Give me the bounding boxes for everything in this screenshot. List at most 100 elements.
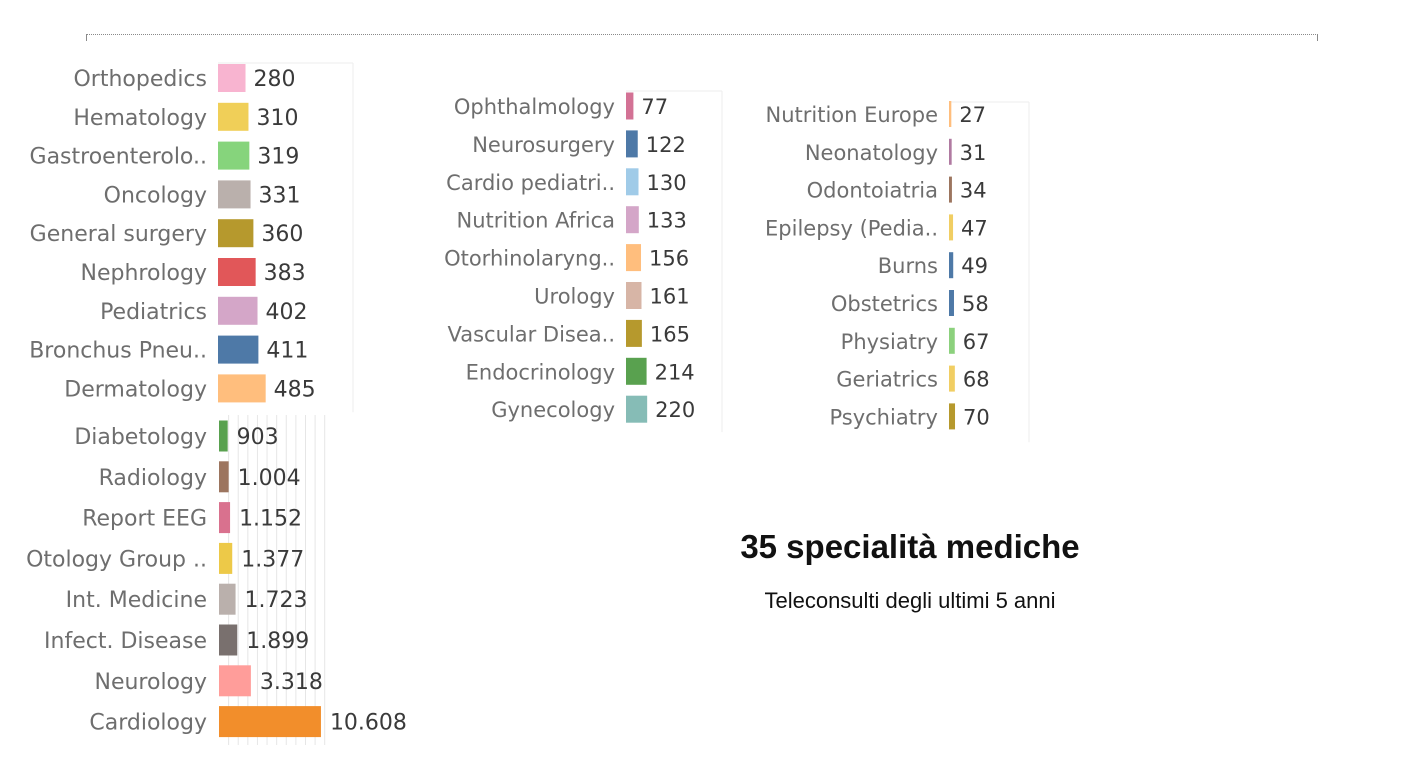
- bar: [626, 282, 642, 309]
- chart-subtitle: Teleconsulti degli ultimi 5 anni: [764, 588, 1056, 613]
- category-label: Oncology: [104, 183, 207, 208]
- value-label: 31: [960, 141, 987, 165]
- bar: [219, 624, 238, 656]
- value-label: 68: [963, 368, 990, 392]
- value-label: 130: [647, 171, 687, 195]
- value-label: 1.899: [246, 629, 309, 654]
- value-label: 1.152: [239, 507, 302, 532]
- bar: [626, 92, 634, 120]
- bar: [949, 101, 952, 127]
- category-label: Endocrinology: [466, 360, 615, 384]
- bar: [218, 141, 250, 170]
- value-label: 1.377: [241, 547, 304, 572]
- value-label: 319: [257, 145, 299, 170]
- category-label: Infect. Disease: [44, 629, 207, 654]
- bar: [218, 219, 254, 248]
- bar: [949, 176, 952, 203]
- value-label: 310: [256, 106, 298, 131]
- bar: [626, 319, 642, 347]
- bar: [218, 180, 251, 209]
- value-label: 156: [649, 247, 689, 271]
- bar: [949, 290, 954, 316]
- value-label: 67: [963, 330, 990, 354]
- value-label: 383: [264, 261, 306, 286]
- bar: [219, 461, 229, 493]
- bar: [626, 395, 648, 423]
- bar: [218, 258, 256, 286]
- value-label: 133: [647, 209, 687, 233]
- value-label: 1.723: [245, 588, 308, 613]
- category-label: Report EEG: [82, 507, 207, 532]
- bar: [218, 64, 246, 92]
- category-label: Physiatry: [841, 330, 938, 354]
- category-label: Gynecology: [491, 398, 615, 422]
- bar: [219, 706, 321, 738]
- category-label: Bronchus Pneu..: [29, 339, 207, 364]
- category-label: General surgery: [30, 222, 207, 247]
- value-label: 214: [655, 360, 695, 384]
- value-label: 165: [650, 322, 690, 346]
- category-label: Neurosurgery: [472, 133, 615, 157]
- category-label: Int. Medicine: [66, 588, 207, 613]
- category-label: Cardio pediatri..: [446, 171, 615, 195]
- category-label: Psychiatry: [829, 405, 938, 429]
- value-label: 34: [960, 179, 987, 203]
- bar: [949, 252, 954, 279]
- category-label: Nephrology: [81, 261, 207, 286]
- category-label: Pediatrics: [100, 300, 207, 325]
- category-label: Gastroenterolo..: [30, 145, 207, 170]
- value-label: 77: [641, 95, 668, 119]
- category-label: Cardiology: [89, 711, 207, 736]
- category-label: Ophthalmology: [454, 95, 615, 119]
- top-dotted-border: [86, 34, 1318, 41]
- category-label: Urology: [534, 285, 615, 309]
- value-label: 122: [646, 133, 686, 157]
- category-label: Burns: [878, 254, 938, 278]
- bar: [219, 502, 231, 534]
- category-label: Hematology: [73, 106, 207, 131]
- value-label: 58: [962, 292, 989, 316]
- category-label: Otorhinolaryng..: [444, 247, 615, 271]
- value-label: 49: [961, 254, 988, 278]
- bar: [218, 335, 259, 364]
- bar: [949, 214, 954, 241]
- category-label: Neurology: [94, 670, 207, 695]
- chart-title: 35 specialità mediche: [740, 528, 1080, 565]
- bar: [218, 296, 258, 325]
- value-label: 402: [266, 300, 308, 325]
- category-label: Vascular Disea..: [448, 322, 616, 346]
- category-label: Dermatology: [64, 377, 207, 402]
- bar: [949, 365, 955, 392]
- bar: [626, 244, 642, 272]
- value-label: 220: [655, 398, 695, 422]
- bar: [949, 138, 952, 165]
- bar: [218, 374, 266, 403]
- category-label: Nutrition Europe: [766, 103, 938, 127]
- bar: [218, 102, 249, 131]
- bar: [219, 583, 236, 615]
- category-label: Epilepsy (Pedia..: [765, 216, 938, 240]
- value-label: 331: [259, 183, 301, 208]
- bar: [219, 420, 228, 452]
- bar: [219, 542, 233, 574]
- bar: [626, 168, 639, 196]
- category-label: Geriatrics: [836, 368, 938, 392]
- value-label: 485: [274, 377, 316, 402]
- value-label: 10.608: [330, 711, 407, 736]
- bar: [949, 327, 955, 354]
- value-label: 411: [266, 339, 308, 364]
- bar: [949, 403, 956, 430]
- category-label: Orthopedics: [73, 67, 207, 92]
- category-label: Nutrition Africa: [456, 209, 615, 233]
- category-label: Otology Group ..: [26, 547, 207, 572]
- category-label: Radiology: [99, 466, 207, 491]
- category-label: Odontoiatria: [807, 179, 938, 203]
- bar: [626, 357, 647, 385]
- value-label: 903: [237, 425, 279, 450]
- value-label: 1.004: [238, 466, 301, 491]
- value-label: 360: [261, 222, 303, 247]
- category-label: Neonatology: [805, 141, 938, 165]
- bar: [626, 206, 639, 234]
- value-label: 70: [963, 405, 990, 429]
